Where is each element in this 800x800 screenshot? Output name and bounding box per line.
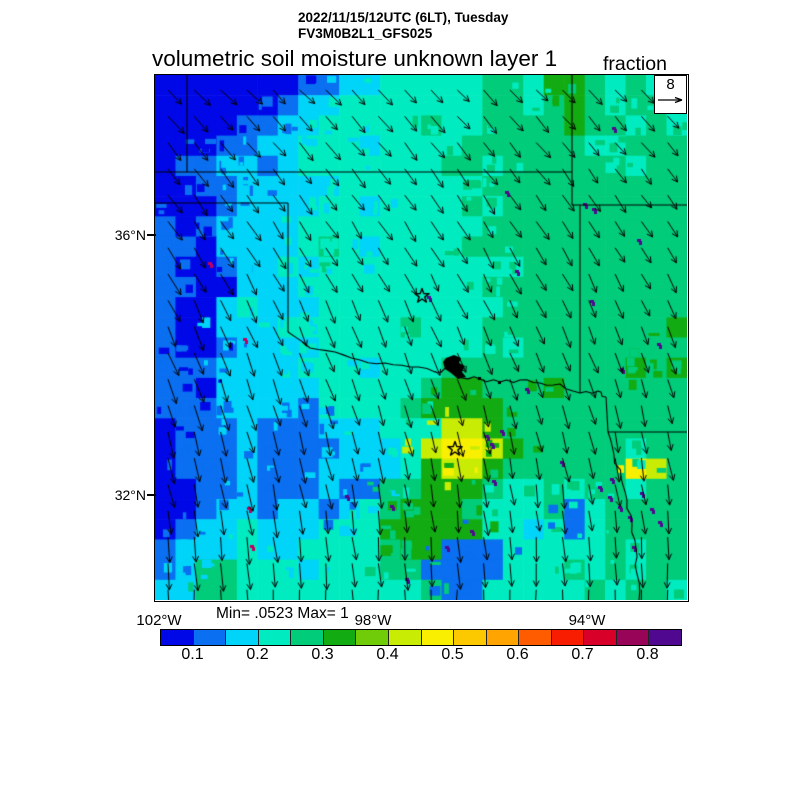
colorbar <box>160 629 682 646</box>
colorbar-tick-label: 0.7 <box>571 646 594 663</box>
colorbar-segment <box>291 630 324 645</box>
soil-moisture-map-canvas <box>155 75 687 600</box>
colorbar-tick-label: 0.1 <box>181 646 204 663</box>
lat-tick-36N <box>147 234 156 236</box>
colorbar-tick-label: 0.6 <box>506 646 529 663</box>
colorbar-segment <box>193 630 227 645</box>
colorbar-segment <box>486 630 520 645</box>
colorbar-segment <box>551 630 585 645</box>
colorbar-tick-label: 0.5 <box>441 646 464 663</box>
colorbar-segment <box>226 630 259 645</box>
colorbar-segment <box>258 630 292 645</box>
lon-label: 94°W <box>568 612 606 629</box>
colorbar-segment <box>161 630 194 645</box>
colorbar-segment <box>454 630 487 645</box>
minmax-text: Min= .0523 Max= 1 <box>216 605 349 622</box>
wind-reference-box: 8 <box>654 75 687 114</box>
colorbar-tick-label: 0.4 <box>376 646 399 663</box>
colorbar-tick-label: 0.2 <box>246 646 269 663</box>
wind-reference-value: 8 <box>666 76 675 93</box>
lon-label: 98°W <box>354 612 392 629</box>
lat-label: 36°N <box>114 227 146 243</box>
wind-reference-arrow-icon <box>658 96 683 104</box>
colorbar-segment <box>388 630 422 645</box>
colorbar-segment <box>323 630 357 645</box>
lat-tick-32N <box>147 494 156 496</box>
colorbar-segment <box>421 630 455 645</box>
colorbar-segment <box>519 630 552 645</box>
units-label: fraction <box>603 53 667 75</box>
colorbar-segment <box>649 630 681 645</box>
plot-title: volumetric soil moisture unknown layer 1 <box>152 46 558 71</box>
lat-label: 32°N <box>114 487 146 503</box>
colorbar-segment <box>356 630 389 645</box>
datetime-line: 2022/11/15/12UTC (6LT), Tuesday <box>298 10 509 25</box>
colorbar-segment <box>584 630 617 645</box>
lon-label: 102°W <box>136 612 182 629</box>
colorbar-tick-label: 0.3 <box>311 646 334 663</box>
model-line: FV3M0B2L1_GFS025 <box>298 26 433 41</box>
colorbar-segment <box>616 630 650 645</box>
colorbar-tick-label: 0.8 <box>636 646 659 663</box>
map-frame <box>154 74 689 602</box>
